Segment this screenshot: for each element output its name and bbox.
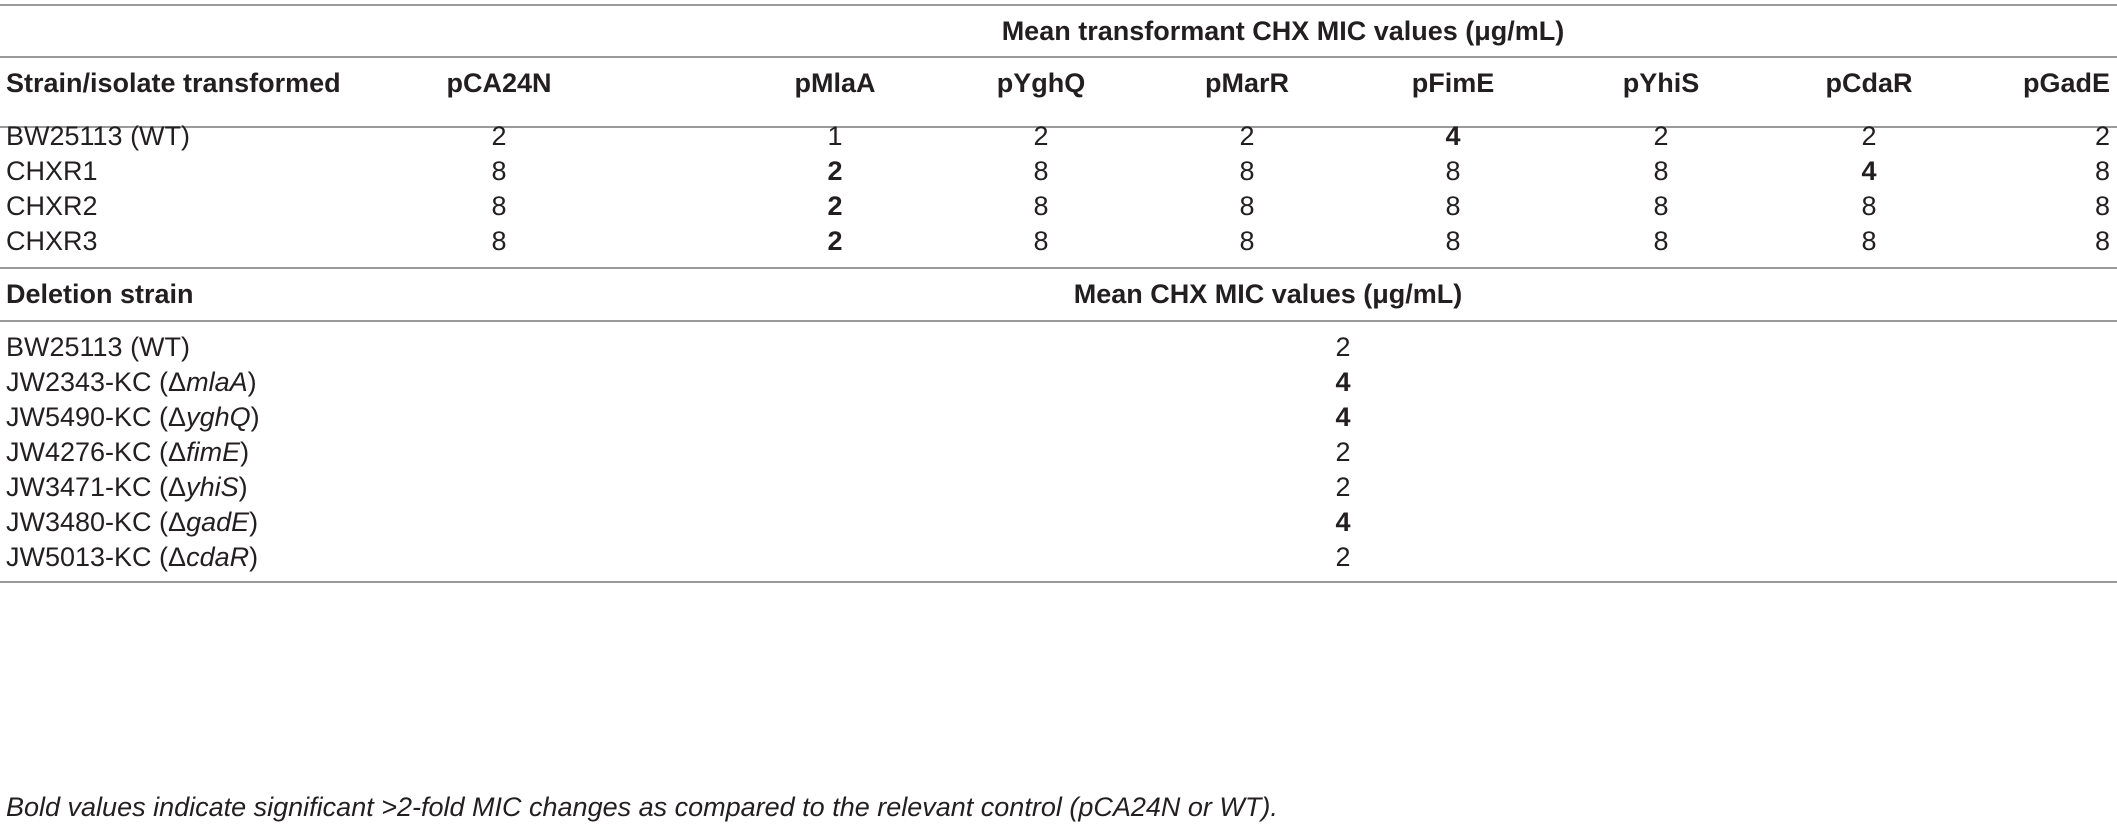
mic-value: 8 [1033,156,1049,186]
deletion-strain-name: JW3471-KC (ΔyhiS) [6,472,248,502]
deletion-header-rule [0,320,2117,322]
deletion-mic-value: 2 [1335,472,1351,502]
plasmid-column-header: pYhiS [1622,68,1700,98]
mic-value: 8 [1239,226,1255,256]
deletion-strain-name: JW5013-KC (ΔcdaR) [6,542,259,572]
deletion-mic-value: 4 [1335,367,1351,397]
mic-value: 8 [491,226,507,256]
mic-value: 2 [1861,121,1877,151]
mic-value: 8 [1653,156,1669,186]
mic-value: 8 [2094,156,2110,186]
plasmid-column-header: pCA24N [446,68,552,98]
mic-value: 8 [1653,191,1669,221]
deletion-mic-value: 2 [1335,542,1351,572]
strain-name: CHXR1 [6,156,98,186]
mic-value: 8 [491,156,507,186]
deletion-strain-header: Deletion strain [6,279,194,309]
mic-value: 8 [491,191,507,221]
deletion-mic-value: 4 [1335,507,1351,537]
mic-value: 8 [1445,191,1461,221]
mic-value: 8 [2094,226,2110,256]
deletion-strain-name: JW5490-KC (ΔyghQ) [6,402,260,432]
strain-name: CHXR3 [6,226,98,256]
deletion-strain-name: JW4276-KC (ΔfimE) [6,437,250,467]
strain-column-header: Strain/isolate transformed [6,68,341,98]
deletion-mic-value: 4 [1335,402,1351,432]
mic-value: 2 [2094,121,2110,151]
mic-value: 8 [1653,226,1669,256]
strain-name: CHXR2 [6,191,98,221]
gene-name: yghQ [186,402,251,432]
plasmid-column-header: pMarR [1204,68,1290,98]
mic-value: 4 [1861,156,1877,186]
mic-value: 2 [827,226,843,256]
mic-value: 8 [1861,226,1877,256]
mic-value: 8 [1861,191,1877,221]
mic-value: 8 [1033,191,1049,221]
group-header: Mean transformant CHX MIC values (μg/mL) [1001,16,1565,46]
gene-name: fimE [186,437,241,467]
plasmid-column-header: pGadE [2022,68,2110,98]
plasmid-column-header: pFimE [1411,68,1495,98]
mic-value: 4 [1445,121,1461,151]
strain-name: BW25113 (WT) [6,121,191,151]
deletion-strain-name: BW25113 (WT) [6,332,191,362]
header-rule [0,126,2117,128]
mic-value: 8 [1239,191,1255,221]
deletion-mic-value: 2 [1335,437,1351,467]
deletion-mic-header: Mean CHX MIC values (μg/mL) [1073,279,1463,309]
gene-name: yhiS [186,472,239,502]
deletion-mic-value: 2 [1335,332,1351,362]
deletion-strain-name: JW2343-KC (ΔmlaA) [6,367,257,397]
mic-value: 2 [491,121,507,151]
mic-value: 2 [827,156,843,186]
section-rule [0,267,2117,269]
mic-value: 8 [1239,156,1255,186]
mic-value: 8 [2094,191,2110,221]
mic-value: 2 [1239,121,1255,151]
group-header-rule [0,56,2117,58]
mic-value: 8 [1033,226,1049,256]
top-rule [0,4,2117,6]
plasmid-column-header: pMlaA [794,68,876,98]
footnote: Bold values indicate significant >2-fold… [6,792,1278,822]
plasmid-column-header: pCdaR [1825,68,1913,98]
plasmid-column-header: pYghQ [996,68,1086,98]
mic-value: 1 [827,121,843,151]
bottom-rule [0,581,2117,583]
gene-name: gadE [186,507,250,537]
mic-value: 8 [1445,226,1461,256]
mic-value: 2 [827,191,843,221]
deletion-strain-name: JW3480-KC (ΔgadE) [6,507,259,537]
gene-name: cdaR [186,542,250,572]
mic-value: 8 [1445,156,1461,186]
gene-name: mlaA [186,367,248,397]
mic-value: 2 [1653,121,1669,151]
mic-value: 2 [1033,121,1049,151]
